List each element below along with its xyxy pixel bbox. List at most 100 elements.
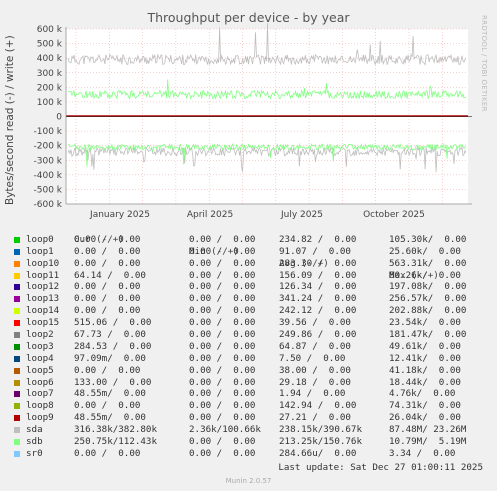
- legend-row-loop12: loop12 0.00 / 0.00 0.00 / 0.00 126.34 / 0.0…: [14, 281, 466, 293]
- legend-name: sdb: [26, 436, 43, 448]
- legend-avg: 283.30 / 0.00: [279, 257, 357, 269]
- legend-swatch: [14, 367, 20, 374]
- legend-cur: 0.00 / 0.00: [74, 400, 141, 412]
- legend-min: 0.00 / 0.00: [189, 257, 256, 269]
- legend-avg: 142.94 / 0.00: [279, 400, 357, 412]
- legend-max: 105.30k/ 0.00: [389, 233, 467, 245]
- legend-cur: 316.38k/382.80k: [74, 424, 157, 436]
- x-tick-label: October 2025: [363, 210, 425, 220]
- legend-name: loop0: [26, 233, 54, 245]
- legend-max: 80.26k/ 0.00: [389, 269, 461, 281]
- legend-min: 0.00 / 0.00: [189, 245, 256, 257]
- legend-avg: 341.24 / 0.00: [279, 293, 357, 305]
- series-line-sda-write: [67, 23, 467, 66]
- y-tick-label: 500 k: [37, 40, 63, 50]
- legend-row-loop4: loop4 97.09m/ 0.00 0.00 / 0.00 7.50 / 0.00 1…: [14, 353, 461, 365]
- y-tick-label: -100 k: [34, 127, 63, 137]
- legend-min: 0.00 / 0.00: [189, 281, 256, 293]
- x-tick-label: January 2025: [89, 210, 150, 220]
- legend-cur: 0.00 / 0.00: [74, 233, 141, 245]
- legend-max: 10.79M/ 5.19M: [389, 436, 467, 448]
- legend-name: loop8: [26, 400, 54, 412]
- legend-cur: 250.75k/112.43k: [74, 436, 157, 448]
- legend-name: loop12: [26, 281, 60, 293]
- legend-cur: 67.73 / 0.00: [74, 329, 146, 341]
- series-line-sda-read: [67, 145, 467, 173]
- legend-avg: 1.94 / 0.00: [279, 388, 346, 400]
- legend-min: 0.00 / 0.00: [189, 269, 256, 281]
- y-tick-label: 100 k: [37, 98, 63, 108]
- legend-swatch: [14, 403, 20, 410]
- legend-min: 0.00 / 0.00: [189, 412, 256, 424]
- legend-name: loop10: [26, 257, 60, 269]
- legend-row-loop14: loop14 0.00 / 0.00 0.00 / 0.00 242.12 / 0.0…: [14, 305, 466, 317]
- legend-max: 202.88k/ 0.00: [389, 305, 467, 317]
- legend-name: loop13: [26, 293, 60, 305]
- legend-cur: 133.00 / 0.00: [74, 376, 152, 388]
- legend-row-loop1: loop1 0.00 / 0.00 0.00 / 0.00 91.07 / 0.00 2…: [14, 246, 461, 258]
- legend-cur: 97.09m/ 0.00: [74, 352, 146, 364]
- legend-row-loop0: loop0 0.00 / 0.00 0.00 / 0.00 234.82 / 0.00…: [14, 234, 466, 246]
- legend-avg: 126.34 / 0.00: [279, 281, 357, 293]
- chart-title: Throughput per device - by year: [147, 10, 350, 25]
- legend-name: loop2: [26, 329, 54, 341]
- legend-cur: 48.55m/ 0.00: [74, 412, 146, 424]
- legend-cur: 0.00 / 0.00: [74, 293, 141, 305]
- y-tick-label: -200 k: [34, 142, 63, 152]
- legend-max: 563.31k/ 0.00: [389, 257, 467, 269]
- legend-min: 2.36k/100.66k: [189, 424, 261, 436]
- series-line-sdb-write: [67, 79, 467, 101]
- legend-cur: 48.55m/ 0.00: [74, 388, 146, 400]
- y-tick-label: 200 k: [37, 83, 63, 93]
- rrdtool-watermark: RRDTOOL / TOBI OETIKER: [480, 15, 488, 112]
- legend-max: 26.04k/ 0.00: [389, 412, 461, 424]
- legend-row-loop11: loop11 64.14 / 0.00 0.00 / 0.00 156.09 / 0.…: [14, 270, 461, 282]
- legend-avg: 7.50 / 0.00: [279, 352, 346, 364]
- legend-max: 87.48M/ 23.26M: [389, 424, 467, 436]
- legend-avg: 213.25k/150.76k: [279, 436, 362, 448]
- legend-cur: 0.00 / 0.00: [74, 364, 141, 376]
- legend-row-loop7: loop7 48.55m/ 0.00 0.00 / 0.00 1.94 / 0.00 4…: [14, 388, 455, 400]
- legend-name: loop4: [26, 352, 54, 364]
- legend-avg: 29.18 / 0.00: [279, 376, 351, 388]
- munin-version: Munin 2.0.57: [225, 477, 272, 485]
- legend-name: loop5: [26, 364, 54, 376]
- y-tick-label: 400 k: [37, 54, 63, 64]
- legend-swatch: [14, 379, 20, 386]
- legend-avg: 284.66u/ 0.00: [279, 447, 357, 459]
- y-tick-label: -400 k: [34, 171, 63, 181]
- legend-swatch: [14, 272, 20, 279]
- legend-row-loop15: loop15 515.06 / 0.00 0.00 / 0.00 39.56 / 0.…: [14, 317, 461, 329]
- legend-row-loop6: loop6 133.00 / 0.00 0.00 / 0.00 29.18 / 0.0…: [14, 377, 461, 389]
- y-tick-label: -500 k: [34, 185, 63, 195]
- legend-row-sr0: sr0 0.00 / 0.00 0.00 / 0.00 284.66u/ 0.00 3.…: [14, 448, 455, 460]
- legend-max: 4.76k/ 0.00: [389, 388, 456, 400]
- legend-min: 0.00 / 0.00: [189, 340, 256, 352]
- legend-max: 3.34 / 0.00: [389, 447, 456, 459]
- legend-min: 0.00 / 0.00: [189, 352, 256, 364]
- y-tick-label: 600 k: [37, 25, 63, 35]
- legend-avg: 39.56 / 0.00: [279, 317, 351, 329]
- legend-swatch: [14, 450, 20, 457]
- legend-avg: 64.87 / 0.00: [279, 340, 351, 352]
- legend-row-loop13: loop13 0.00 / 0.00 0.00 / 0.00 341.24 / 0.0…: [14, 293, 466, 305]
- legend-max: 41.18k/ 0.00: [389, 364, 461, 376]
- legend-row-loop3: loop3 284.53 / 0.00 0.00 / 0.00 64.87 / 0.0…: [14, 341, 461, 353]
- y-tick-label: 0: [56, 113, 62, 123]
- legend-header: Cur (-/+) Min (-/+) Avg (-/+) Max (-/+): [14, 222, 439, 281]
- legend-avg: 156.09 / 0.00: [279, 269, 357, 281]
- legend-row-sda: sda 316.38k/382.80k 2.36k/100.66k 238.15k/3…: [14, 424, 466, 436]
- last-update: Last update: Sat Dec 27 01:00:11 2025: [278, 462, 483, 473]
- legend-min: 0.00 / 0.00: [189, 376, 256, 388]
- legend-row-loop8: loop8 0.00 / 0.00 0.00 / 0.00 142.94 / 0.00…: [14, 400, 461, 412]
- legend-swatch: [14, 332, 20, 339]
- legend-swatch: [14, 439, 20, 446]
- legend-max: 23.54k/ 0.00: [389, 317, 461, 329]
- series-lines: [66, 23, 468, 173]
- x-tick-labels: January 2025 April 2025 July 2025 October 2…: [89, 210, 425, 220]
- legend-swatch: [14, 308, 20, 315]
- legend-min: 0.00 / 0.00: [189, 233, 256, 245]
- legend-cur: 64.14 / 0.00: [74, 269, 146, 281]
- legend-swatch: [14, 320, 20, 327]
- legend-swatch: [14, 427, 20, 434]
